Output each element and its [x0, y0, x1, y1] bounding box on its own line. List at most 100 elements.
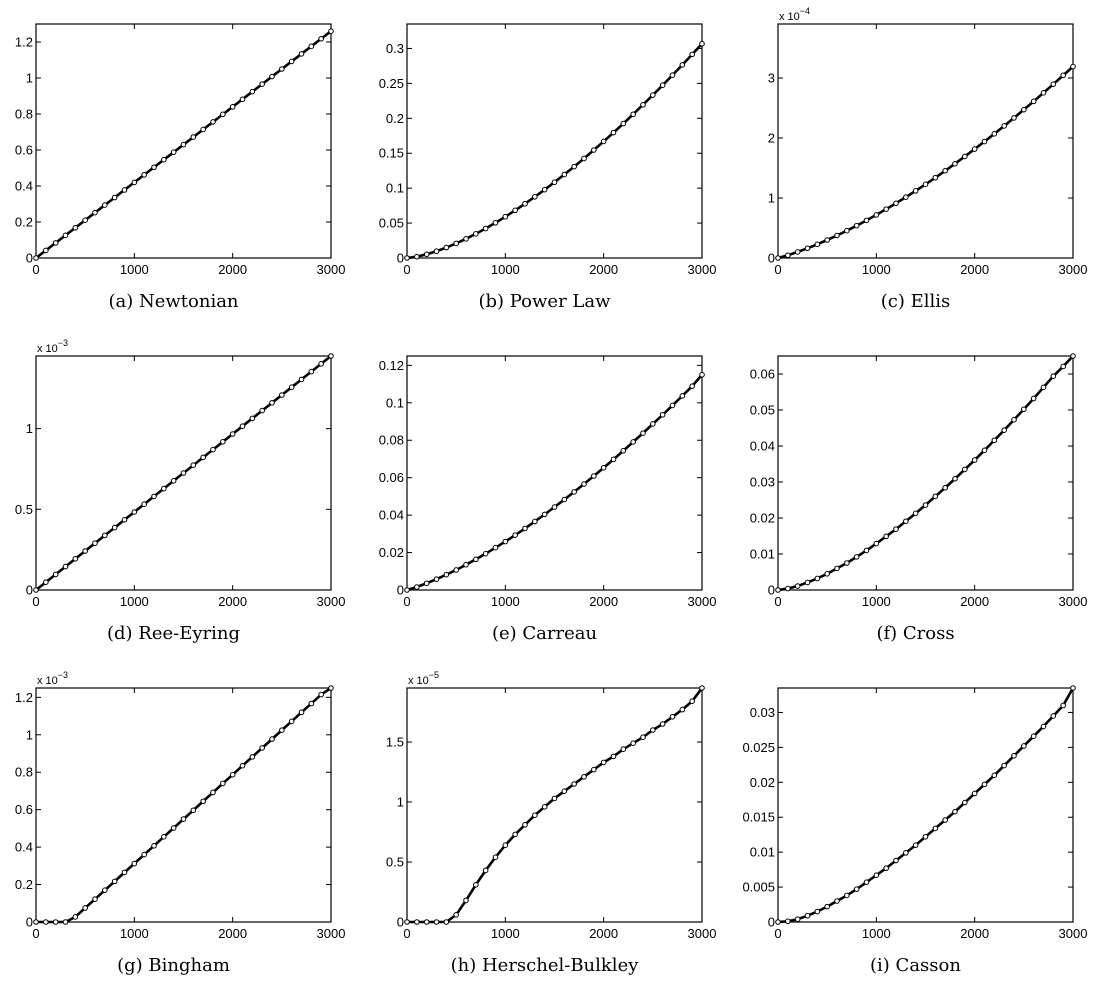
y-tick-label: 0.02	[750, 775, 775, 790]
y-tick-label: 0.3	[386, 41, 404, 56]
data-point	[932, 493, 939, 500]
data-point	[1050, 81, 1057, 87]
data-point	[912, 510, 919, 517]
x-tick-label: 3000	[1059, 262, 1088, 277]
data-point	[1070, 63, 1076, 70]
data-point	[229, 771, 236, 778]
data-point	[288, 58, 295, 65]
data-point	[170, 477, 177, 484]
data-point	[630, 439, 636, 445]
data-point	[210, 789, 216, 796]
data-point	[610, 129, 617, 136]
y-tick-label: 0	[26, 251, 33, 266]
data-point	[814, 241, 821, 248]
data-point	[630, 740, 636, 747]
y-tick-label: 0.02	[379, 545, 404, 560]
data-point	[279, 392, 285, 398]
data-point	[190, 134, 197, 140]
data-point	[141, 501, 147, 507]
data-point	[1070, 353, 1076, 359]
y-tick-label: 0.005	[742, 880, 775, 895]
data-point	[259, 81, 265, 87]
data-point	[659, 721, 666, 727]
data-point	[1030, 733, 1037, 739]
data-point	[1050, 713, 1057, 719]
data-point	[414, 584, 420, 590]
data-point	[269, 736, 275, 742]
data-point	[532, 812, 538, 819]
subplot-caption: (f) Cross	[876, 623, 954, 644]
y-tick-label: 0	[397, 251, 404, 266]
data-point	[659, 411, 666, 418]
data-point	[279, 66, 285, 72]
subplot-6: 0 1000 2000 3000 0 0.2 0.4 0.6 0.8 1 1.2 x 10−3 (g) …	[15, 670, 346, 976]
data-point	[804, 912, 811, 919]
y-tick-label: 0	[768, 251, 775, 266]
data-point	[512, 207, 518, 214]
data-point	[229, 431, 236, 437]
data-point	[170, 149, 177, 155]
multiplier-base: x 10	[408, 675, 429, 687]
data-point	[249, 88, 256, 95]
multiplier-exponent: −3	[58, 338, 68, 348]
data-point	[72, 556, 79, 562]
data-point	[971, 457, 978, 463]
data-point	[200, 798, 206, 805]
axes-frame	[777, 23, 1074, 259]
data-point	[72, 914, 79, 920]
data-point	[180, 816, 187, 822]
data-point	[43, 247, 49, 254]
y-tick-label: 0.5	[386, 855, 404, 870]
data-point	[853, 886, 860, 892]
data-point	[1030, 395, 1037, 402]
data-point	[873, 872, 880, 879]
data-point	[82, 548, 88, 554]
subplot-3: 0 1000 2000 3000 0 0.5 1 x 10−3 (d) Ree-Eyring	[15, 338, 346, 644]
data-point	[1070, 685, 1076, 691]
data-point	[102, 202, 108, 208]
subplot-2: 0 1000 2000 3000 0 1 2 3 x 10−4 (c) Ellis	[768, 6, 1088, 312]
data-point	[922, 181, 929, 188]
data-point	[844, 227, 850, 234]
data-point	[591, 766, 597, 773]
y-tick-label: 0.8	[15, 107, 33, 122]
subplot-0: 0 1000 2000 3000 0 0.2 0.4 0.6 0.8 1 1.2 (a) Newton…	[15, 23, 345, 312]
data-point	[844, 892, 850, 899]
y-tick-label: 0.6	[15, 802, 33, 817]
y-axis-multiplier: x 10−3	[37, 338, 68, 355]
x-tick-label: 2000	[589, 262, 618, 277]
data-point	[72, 224, 79, 231]
y-tick-label: 0.05	[750, 403, 775, 418]
data-point	[699, 40, 705, 47]
data-point	[932, 825, 939, 832]
axes-frame	[777, 687, 1074, 923]
data-point	[785, 252, 791, 259]
data-point	[824, 237, 830, 243]
subplot-8: 0 1000 2000 3000 0 0.005 0.01 0.015 0.02 0.025 0.0…	[742, 685, 1088, 976]
x-tick-label: 0	[774, 262, 781, 277]
x-tick-label: 1000	[491, 262, 520, 277]
x-tick-label: 3000	[1059, 926, 1088, 941]
data-point	[932, 174, 939, 181]
data-point	[561, 496, 568, 503]
y-tick-label: 0.2	[15, 215, 33, 230]
data-point	[834, 232, 840, 239]
data-point	[1011, 416, 1017, 423]
data-point	[318, 691, 324, 698]
data-point	[893, 857, 899, 864]
data-point	[942, 484, 948, 491]
data-point	[200, 454, 206, 461]
data-point	[279, 727, 285, 733]
axes-frame	[406, 687, 703, 923]
data-point	[482, 867, 489, 874]
data-point	[200, 126, 206, 133]
x-tick-label: 3000	[317, 594, 346, 609]
data-point	[853, 222, 860, 229]
x-tick-label: 1000	[862, 262, 891, 277]
data-point	[669, 402, 676, 409]
multiplier-exponent: −3	[58, 670, 68, 680]
data-point	[62, 232, 69, 239]
data-point	[318, 360, 324, 367]
data-point	[33, 587, 39, 593]
data-point	[210, 446, 216, 453]
